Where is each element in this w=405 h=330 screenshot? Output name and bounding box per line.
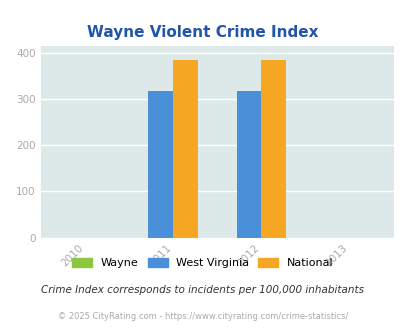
Bar	[261, 60, 286, 238]
Bar	[148, 91, 173, 238]
Bar	[236, 91, 261, 238]
Text: Wayne Violent Crime Index: Wayne Violent Crime Index	[87, 25, 318, 41]
Bar	[173, 60, 197, 238]
Legend: Wayne, West Virginia, National: Wayne, West Virginia, National	[67, 253, 338, 273]
Text: © 2025 CityRating.com - https://www.cityrating.com/crime-statistics/: © 2025 CityRating.com - https://www.city…	[58, 312, 347, 321]
Text: Crime Index corresponds to incidents per 100,000 inhabitants: Crime Index corresponds to incidents per…	[41, 285, 364, 295]
